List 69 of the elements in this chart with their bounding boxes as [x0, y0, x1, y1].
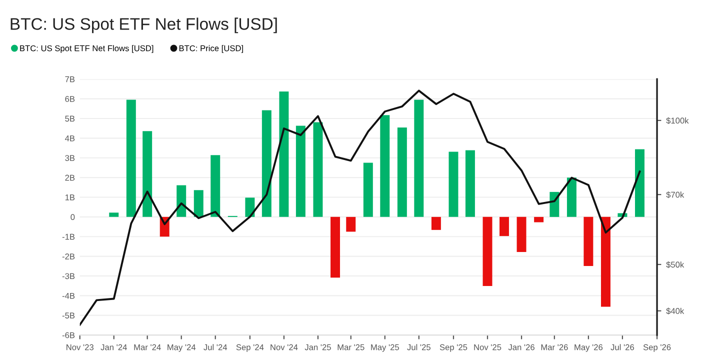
bar	[566, 178, 576, 217]
line-series	[80, 90, 641, 326]
bar	[330, 216, 340, 278]
x-tick-label: Nov '24	[270, 344, 298, 350]
y-tick-label: -5B	[62, 312, 75, 318]
x-tick-label: Sep '24	[236, 344, 264, 352]
y-tick-label: 7B	[65, 76, 75, 82]
y2-tick-label: $70k	[666, 191, 684, 198]
bar	[414, 100, 424, 217]
x-tick-label: Mar '26	[541, 344, 568, 350]
x-tick-label: Jul '26	[610, 344, 634, 350]
y-tick-label: -6B	[62, 332, 75, 338]
bar	[499, 216, 509, 236]
y-tick-label: 5B	[65, 116, 75, 122]
bar	[516, 216, 526, 252]
bar	[142, 131, 152, 217]
x-tick-label: May '24	[168, 344, 196, 352]
x-tick-label: Mar '25	[338, 344, 364, 350]
bar	[176, 185, 186, 217]
bar	[465, 150, 475, 217]
bar	[245, 198, 255, 217]
y2-tick-label: $100k	[666, 117, 689, 124]
bar	[550, 192, 560, 217]
bar	[296, 126, 306, 217]
x-tick-label: May '26	[574, 344, 603, 352]
bar	[482, 216, 492, 286]
bar	[397, 128, 407, 217]
y-tick-label: 6B	[65, 96, 75, 102]
y-tick-label: -3B	[62, 273, 75, 280]
x-tick-label: Sep '25	[440, 344, 468, 352]
x-tick-label: Nov '23	[66, 344, 94, 350]
x-tick-label: Sep '26	[643, 344, 671, 352]
y-tick-label: -1B	[62, 234, 75, 240]
bar	[448, 152, 458, 217]
x-tick-label: May '25	[371, 344, 400, 352]
bar	[431, 216, 441, 230]
bar	[109, 212, 119, 217]
y-tick-label: 1B	[65, 194, 75, 200]
y-tick-label: 4B	[65, 135, 75, 142]
bar	[126, 100, 136, 217]
x-tick-label: Jan '24	[100, 344, 127, 350]
bar	[380, 115, 390, 217]
chart-title: BTC: US Spot ETF Net Flows [USD]	[10, 18, 277, 34]
bar	[194, 190, 204, 217]
x-tick-label: Jul '24	[204, 344, 228, 350]
x-tick-label: Jul '25	[407, 344, 430, 350]
x-tick-label: Jan '26	[508, 344, 534, 350]
y-tick-label: 3B	[65, 155, 75, 161]
x-tick-label: Jan '25	[304, 344, 331, 350]
bar	[600, 216, 610, 307]
bar	[346, 216, 356, 232]
bar	[210, 155, 220, 217]
y2-tick-label: $50k	[666, 261, 684, 268]
bar	[584, 216, 594, 266]
y-tick-label: 0	[70, 214, 75, 220]
y-tick-label: -4B	[62, 292, 75, 299]
x-tick-label: Mar '24	[134, 344, 161, 350]
bar	[363, 162, 373, 217]
legend-label: BTC: Price [USD]	[179, 45, 243, 53]
y-tick-label: 2B	[65, 174, 75, 181]
legend-label: BTC: US Spot ETF Net Flows [USD]	[20, 45, 154, 53]
bar	[635, 149, 644, 217]
bar	[313, 122, 323, 217]
bar	[279, 92, 289, 217]
bar	[262, 110, 272, 217]
bar	[534, 216, 544, 222]
x-tick-label: Nov '25	[474, 344, 502, 350]
y2-tick-label: $40k	[666, 308, 684, 314]
y-tick-label: -2B	[62, 254, 75, 260]
